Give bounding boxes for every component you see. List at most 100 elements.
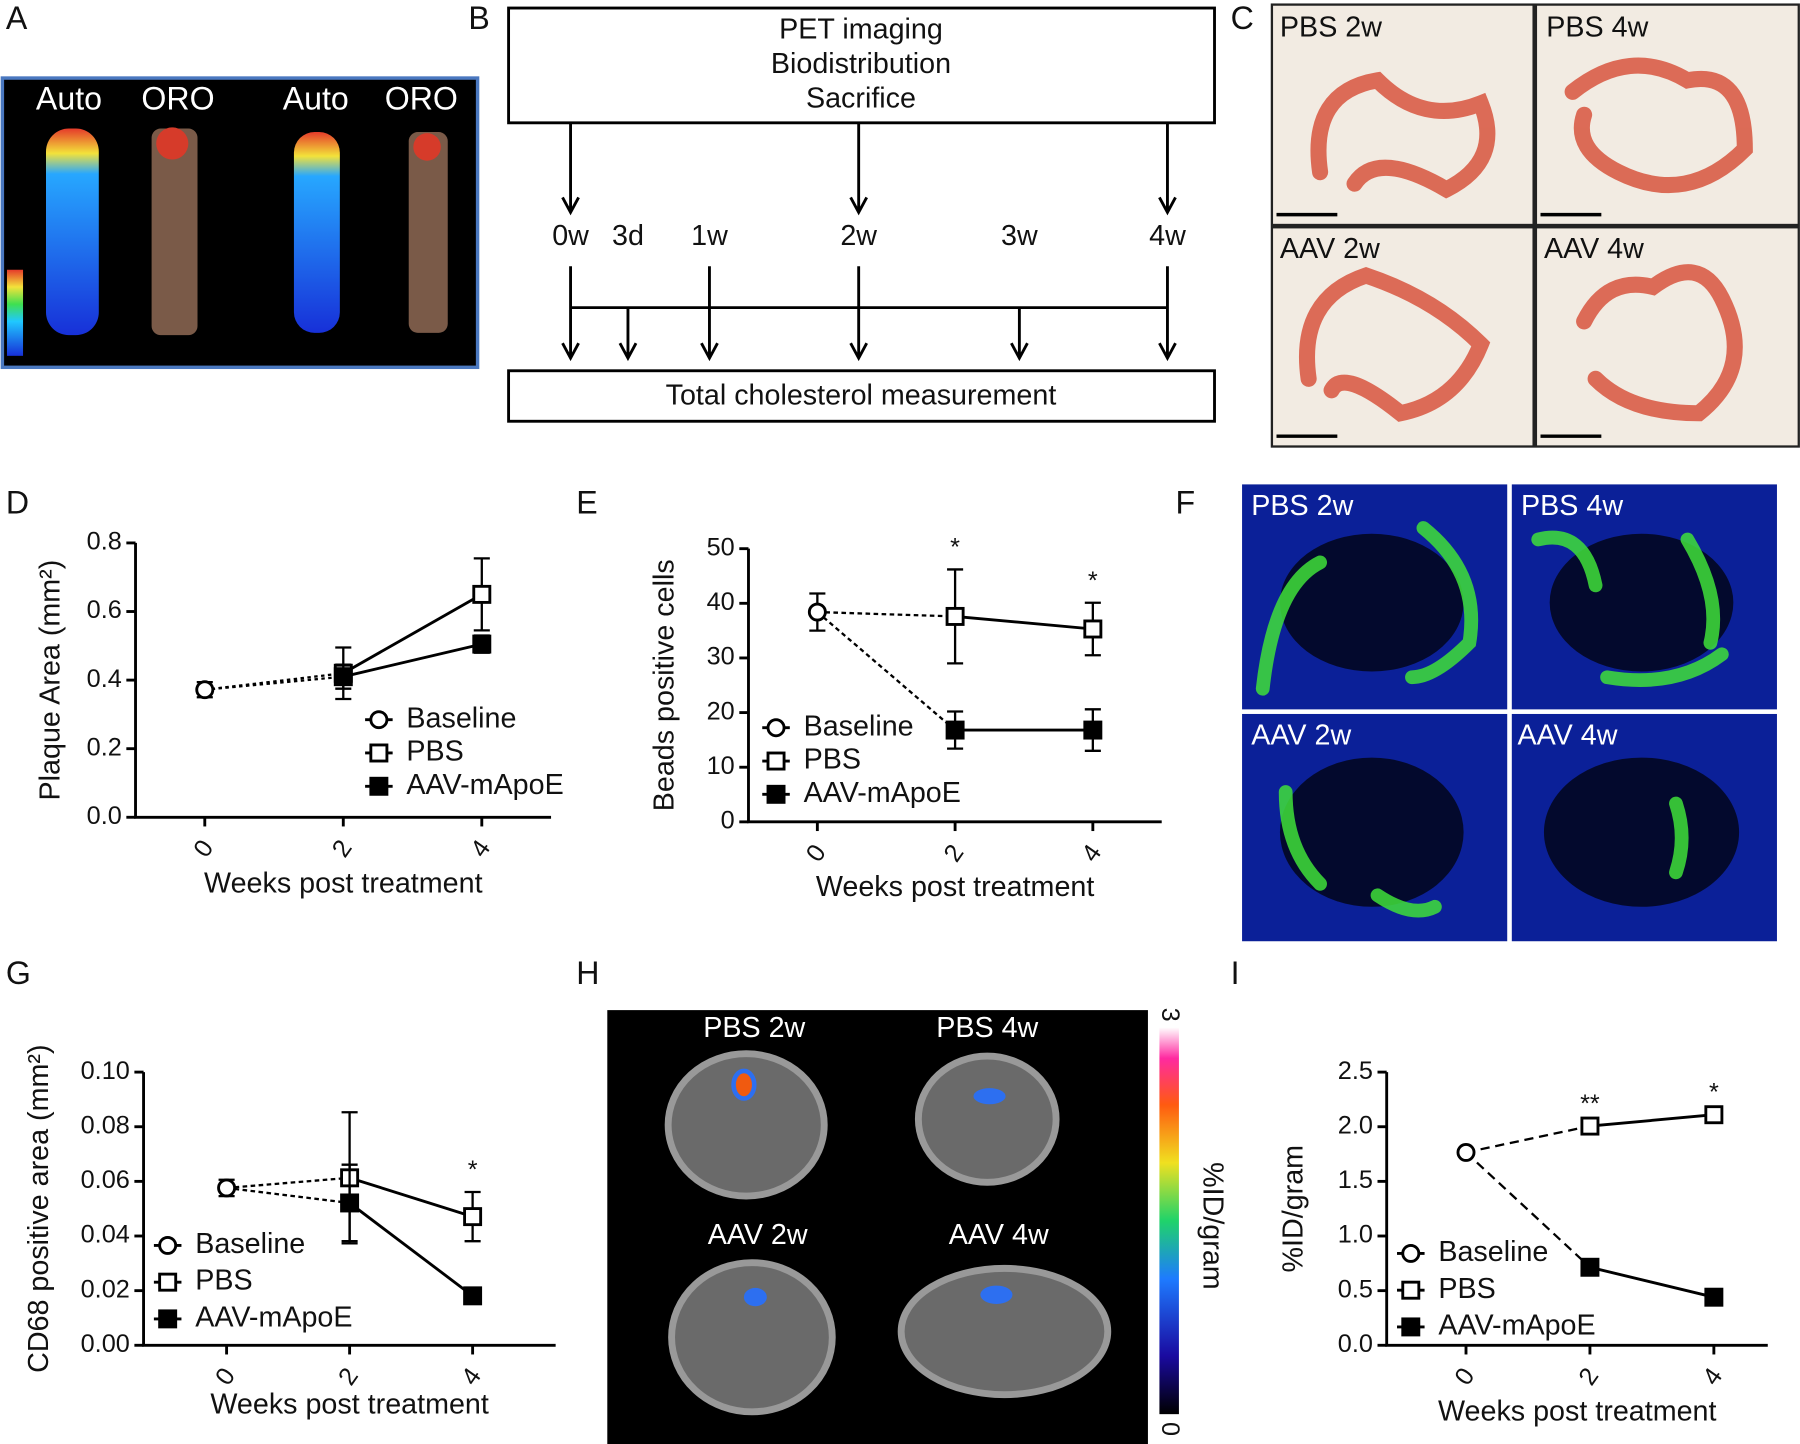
x-tick-label: 2 [333, 1363, 364, 1391]
panel-label: C [1231, 0, 1254, 36]
legend-label: PBS [1438, 1273, 1495, 1305]
y-tick-label: 2.5 [1338, 1057, 1373, 1085]
y-tick-label: 1.5 [1338, 1166, 1373, 1194]
panel-label: A [6, 0, 28, 36]
x-tick-label: 0 [188, 835, 219, 863]
image-label: AAV 4w [949, 1219, 1049, 1251]
series-line [342, 593, 483, 675]
marker [1704, 1287, 1724, 1307]
image-label: Auto [36, 80, 102, 116]
baseline-connector [226, 1176, 350, 1190]
y-tick-label: 1.0 [1338, 1221, 1373, 1249]
scale-bars [1276, 212, 1602, 438]
oro-stain [151, 128, 198, 336]
significance: * [1709, 1079, 1719, 1107]
panel-label: D [6, 485, 29, 521]
arrows-measure [561, 266, 1177, 362]
significance: ** [1580, 1090, 1600, 1118]
baseline-connector [1465, 1124, 1591, 1154]
image-label: ORO [141, 80, 214, 116]
box-text: Total cholesterol measurement [666, 380, 1057, 412]
timepoint-label: 1w [691, 220, 728, 252]
x-tick-label: 2 [1573, 1363, 1604, 1391]
legend-label: Baseline [804, 710, 914, 742]
legend-marker [1401, 1243, 1421, 1263]
significance: * [950, 533, 960, 561]
legend-label: AAV-mApoE [1438, 1309, 1595, 1341]
legend-label: AAV-mApoE [195, 1301, 352, 1333]
series-line [342, 642, 483, 679]
series-line [1589, 1113, 1714, 1128]
panel-b-diagram [507, 6, 1216, 423]
x-tick-label: 4 [1697, 1363, 1728, 1391]
y-axis-label: Beads positive cells [648, 559, 680, 811]
y-tick-label: 0.2 [87, 733, 122, 761]
legend-label: PBS [804, 744, 861, 776]
colorbar-label: %ID/gram [1196, 1162, 1228, 1290]
y-tick-label: 0 [721, 807, 735, 835]
panel-f-images [1242, 484, 1777, 942]
panel-label: H [576, 955, 599, 991]
y-tick-label: 50 [707, 533, 735, 561]
significance: * [1088, 567, 1098, 595]
bottom-box [507, 369, 1216, 423]
timepoint-label: 3d [612, 220, 644, 252]
autoradiograph [45, 128, 99, 336]
box-text: PET imaging [779, 14, 943, 46]
image-label: PBS 4w [1546, 11, 1648, 43]
legend-marker [1401, 1317, 1421, 1337]
marker [1704, 1105, 1724, 1125]
image-label: PBS 4w [1521, 490, 1623, 522]
y-axis-label: Plaque Area (mm²) [34, 560, 66, 801]
image-label: AAV 4w [1544, 233, 1644, 265]
colorbar-min: 0 [1156, 1422, 1184, 1436]
timepoint-label: 4w [1149, 220, 1186, 252]
x-tick-label: 4 [1076, 839, 1107, 867]
image-label: ORO [385, 80, 458, 116]
y-axis-label: CD68 positive area (mm²) [23, 1044, 55, 1372]
baseline-connector [226, 1186, 350, 1205]
image-label: Auto [283, 80, 349, 116]
y-tick-label: 40 [707, 588, 735, 616]
legend-label: PBS [406, 736, 463, 768]
image-label: AAV 2w [708, 1219, 808, 1251]
oro-stain [408, 132, 448, 333]
pet-signal [731, 1068, 1013, 1307]
y-tick-label: 0.06 [81, 1166, 130, 1194]
image-label: PBS 2w [1251, 490, 1353, 522]
legend-marker [369, 743, 389, 763]
x-tick-label: 0 [801, 839, 832, 867]
marker [217, 1178, 237, 1198]
legend-label: Baseline [195, 1228, 305, 1260]
panel-label: F [1175, 485, 1195, 521]
autoradiograph [293, 132, 340, 333]
significance: * [468, 1156, 478, 1184]
timepoint-label: 0w [552, 220, 589, 252]
marker [340, 1193, 360, 1213]
image-label: PBS 4w [936, 1012, 1038, 1044]
y-tick-label: 30 [707, 643, 735, 671]
legend-marker [158, 1272, 178, 1292]
panel-label: E [576, 485, 597, 521]
legend-label: AAV-mApoE [406, 769, 563, 801]
legend-marker [766, 784, 786, 804]
marker [1580, 1257, 1600, 1277]
legend-marker [369, 710, 389, 730]
marker [1083, 720, 1103, 740]
legend-marker [158, 1309, 178, 1329]
marker [472, 634, 492, 654]
image-label: AAV 4w [1518, 720, 1618, 752]
colorbar [1159, 1027, 1179, 1415]
y-axis-label: %ID/gram [1277, 1145, 1309, 1273]
image-label: AAV 2w [1280, 233, 1380, 265]
legend-marker [369, 776, 389, 796]
legend-label: Baseline [406, 702, 516, 734]
axes [134, 542, 552, 819]
series-line [954, 614, 1093, 631]
baseline-connector [1465, 1151, 1591, 1269]
panel-label: B [468, 0, 489, 36]
x-tick-label: 4 [465, 835, 496, 863]
panel-a-image [0, 76, 480, 370]
y-tick-label: 0.4 [87, 665, 122, 693]
